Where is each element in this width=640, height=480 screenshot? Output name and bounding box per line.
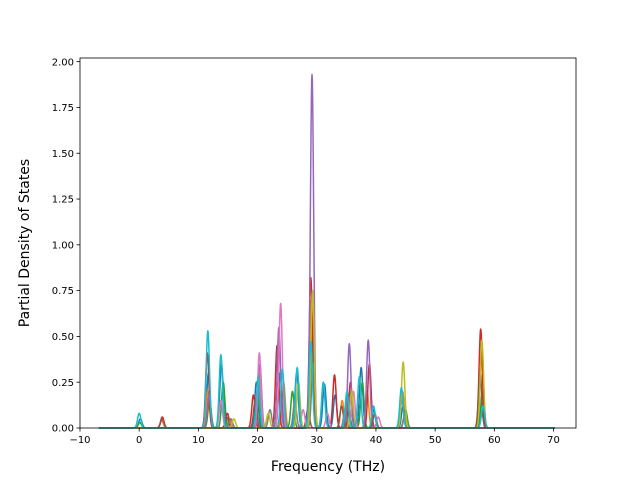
y-tick-label: 0.75	[52, 286, 74, 297]
x-tick-label: −10	[69, 435, 90, 446]
x-axis-ticks: −10 0 10 20 30 40 50 60 70	[69, 428, 560, 446]
x-axis-title: Frequency (THz)	[271, 459, 385, 475]
x-tick-label: 40	[370, 435, 383, 446]
series-layer	[98, 73, 556, 429]
axes-layer	[79, 57, 577, 429]
y-tick-label: 2.00	[52, 57, 74, 68]
y-tick-label: 1.75	[52, 103, 74, 114]
y-tick-label: 0.50	[52, 332, 74, 343]
y-tick-label: 0.00	[52, 424, 74, 435]
x-tick-label: 50	[429, 435, 442, 446]
x-tick-label: 30	[310, 435, 323, 446]
y-tick-label: 1.25	[52, 195, 74, 206]
x-tick-label: 0	[136, 435, 142, 446]
x-tick-label: 70	[547, 435, 560, 446]
y-tick-label: 0.25	[52, 378, 74, 389]
plot-frame	[79, 57, 577, 429]
y-tick-label: 1.50	[52, 149, 74, 160]
x-tick-label: 10	[192, 435, 205, 446]
y-axis-ticks: 0.00 0.25 0.50 0.75 1.00 1.25 1.50 1.75 2.00	[52, 57, 80, 435]
y-axis-title: Partial Density of States	[17, 159, 33, 327]
x-tick-label: 60	[488, 435, 501, 446]
x-tick-label: 20	[251, 435, 264, 446]
y-tick-label: 1.00	[52, 240, 74, 251]
pdos-line-5	[98, 73, 556, 429]
